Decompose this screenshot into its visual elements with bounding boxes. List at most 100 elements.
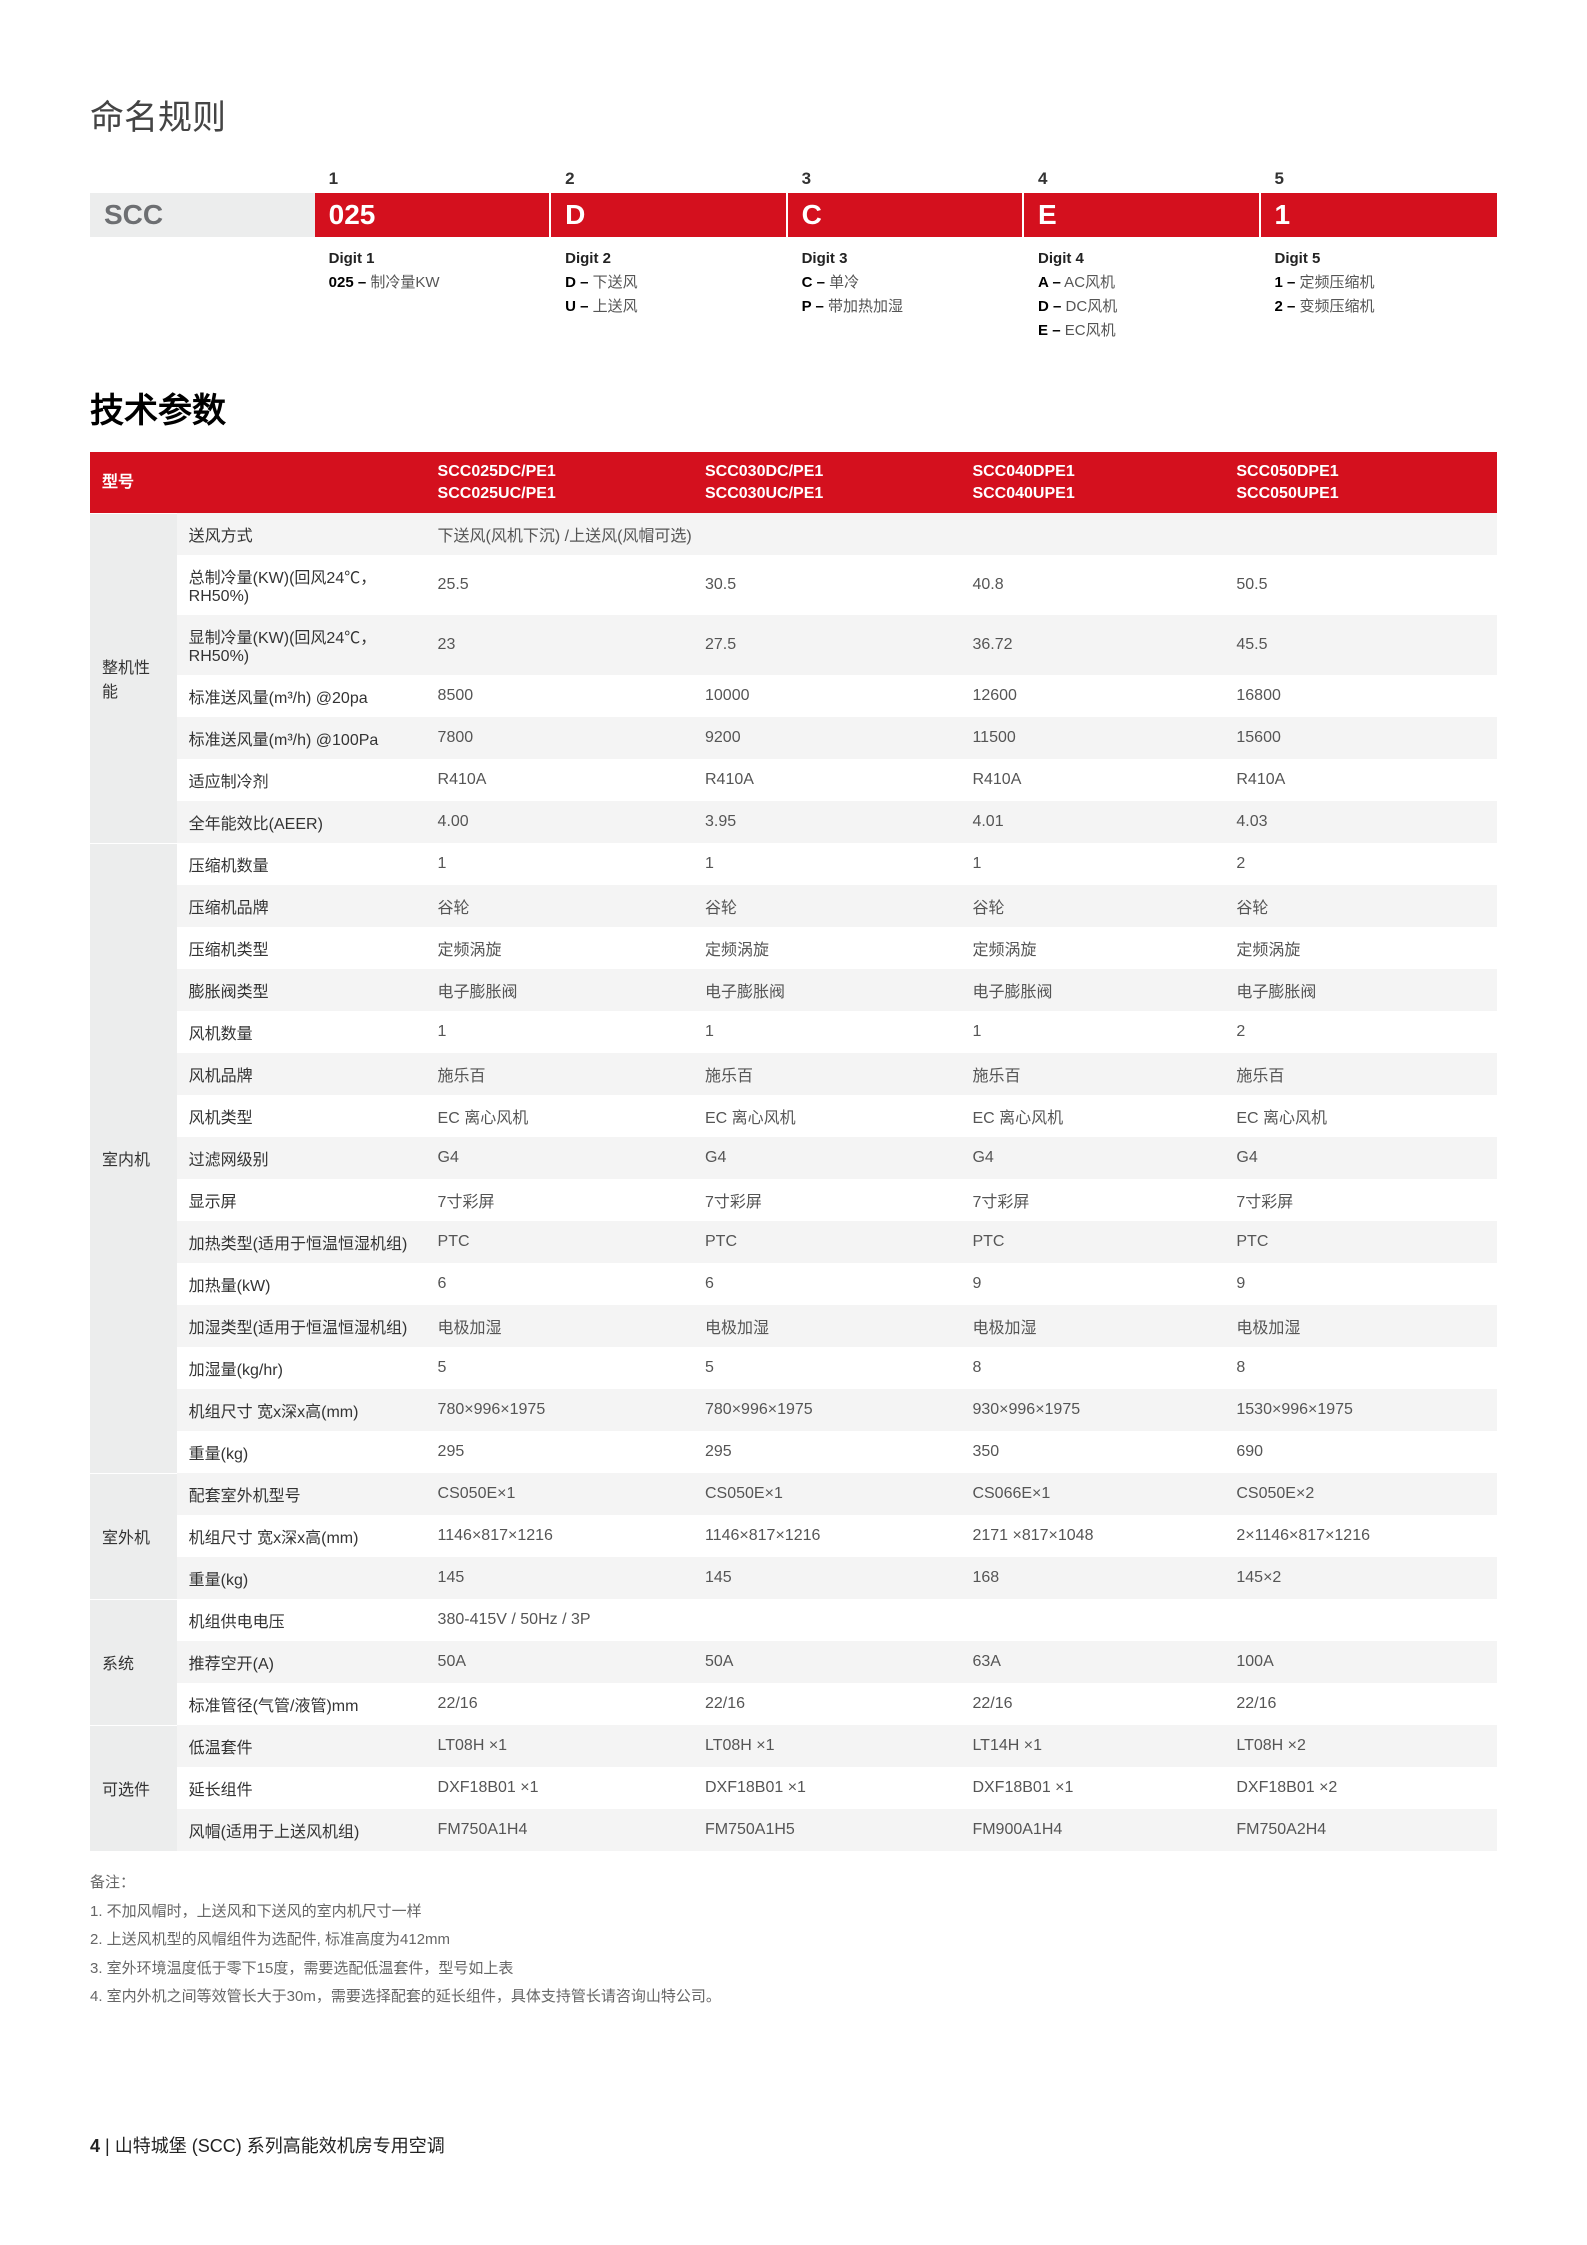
spec-row-label: 加热量(kW): [177, 1263, 426, 1305]
digit-line-bold: E –: [1038, 322, 1061, 339]
spec-cell: 7寸彩屏: [693, 1179, 960, 1221]
spec-cell: DXF18B01 ×1: [960, 1767, 1224, 1809]
spec-row-label: 风帽(适用于上送风机组): [177, 1809, 426, 1851]
table-row: 风机数量1112: [90, 1011, 1497, 1053]
digit-line-rest: EC风机: [1061, 322, 1116, 339]
digit-line-rest: DC风机: [1061, 298, 1117, 315]
spec-table: 型号 SCC025DC/PE1 SCC025UC/PE1 SCC030DC/PE…: [90, 452, 1497, 1851]
spec-cell: 9: [960, 1263, 1224, 1305]
spec-cell: 电极加湿: [1224, 1305, 1497, 1347]
spec-cell: 1: [693, 843, 960, 885]
spec-cell: 295: [426, 1431, 693, 1473]
spec-cell: 1: [960, 1011, 1224, 1053]
spec-category: 系统: [90, 1599, 177, 1725]
spec-cell: 22/16: [426, 1683, 693, 1725]
table-row: 重量(kg)145145168145×2: [90, 1557, 1497, 1599]
naming-title: 命名规则: [90, 90, 1497, 139]
spec-cell: 1: [426, 1011, 693, 1053]
naming-band-4: E: [1024, 193, 1260, 237]
spec-cell: R410A: [426, 759, 693, 801]
spec-cell: 谷轮: [960, 885, 1224, 927]
footer-text: 山特城堡 (SCC) 系列高能效机房专用空调: [115, 2136, 445, 2156]
spec-cell: G4: [426, 1137, 693, 1179]
naming-col-4: 4 E Digit 4 A – AC风机 D – DC风机 E – EC风机: [1024, 169, 1260, 343]
spec-cell: EC 离心风机: [960, 1095, 1224, 1137]
spec-category: 室外机: [90, 1473, 177, 1599]
spec-cell: 电极加湿: [693, 1305, 960, 1347]
spec-cell: 定频涡旋: [960, 927, 1224, 969]
spec-cell: LT08H ×1: [693, 1725, 960, 1767]
spec-cell: 定频涡旋: [426, 927, 693, 969]
spec-cell: 15600: [1224, 717, 1497, 759]
naming-num-5: 5: [1261, 169, 1497, 193]
spec-cell: 27.5: [693, 615, 960, 675]
table-row: 机组尺寸 宽x深x高(mm)780×996×1975780×996×197593…: [90, 1389, 1497, 1431]
table-row: 过滤网级别G4G4G4G4: [90, 1137, 1497, 1179]
table-row: 加热类型(适用于恒温恒湿机组)PTCPTCPTCPTC: [90, 1221, 1497, 1263]
digit-label-1: Digit 1: [329, 247, 537, 271]
digit-label-2: Digit 2: [565, 247, 773, 271]
spec-cell: 22/16: [960, 1683, 1224, 1725]
digit-line-bold: D –: [1038, 298, 1061, 315]
spec-cell: FM750A2H4: [1224, 1809, 1497, 1851]
spec-cell: 下送风(风机下沉) /上送风(风帽可选): [426, 513, 1497, 555]
naming-num-1: 1: [315, 169, 551, 193]
spec-cell: 7寸彩屏: [426, 1179, 693, 1221]
spec-row-label: 机组尺寸 宽x深x高(mm): [177, 1389, 426, 1431]
spec-cell: 电极加湿: [960, 1305, 1224, 1347]
spec-cell: 380-415V / 50Hz / 3P: [426, 1599, 1497, 1641]
spec-cell: 施乐百: [693, 1053, 960, 1095]
spec-cell: FM750A1H5: [693, 1809, 960, 1851]
table-row: 显制冷量(KW)(回风24℃，RH50%)2327.536.7245.5: [90, 615, 1497, 675]
digit-line-4-1: D – DC风机: [1038, 295, 1246, 319]
table-row: 压缩机类型定频涡旋定频涡旋定频涡旋定频涡旋: [90, 927, 1497, 969]
spec-cell: 9200: [693, 717, 960, 759]
spec-cell: 施乐百: [426, 1053, 693, 1095]
table-row: 标准送风量(m³/h) @100Pa780092001150015600: [90, 717, 1497, 759]
spec-cell: 谷轮: [426, 885, 693, 927]
spec-cell: CS066E×1: [960, 1473, 1224, 1515]
spec-cell: EC 离心风机: [693, 1095, 960, 1137]
notes-item-0: 1. 不加风帽时，上送风和下送风的室内机尺寸一样: [90, 1898, 1497, 1927]
spec-cell: PTC: [1224, 1221, 1497, 1263]
spec-row-label: 重量(kg): [177, 1557, 426, 1599]
spec-row-label: 机组供电电压: [177, 1599, 426, 1641]
spec-category: 可选件: [90, 1725, 177, 1851]
spec-cell: CS050E×1: [693, 1473, 960, 1515]
spec-cell: DXF18B01 ×1: [693, 1767, 960, 1809]
spec-cell: PTC: [693, 1221, 960, 1263]
spec-cell: 168: [960, 1557, 1224, 1599]
digit-line-bold: P –: [802, 298, 824, 315]
spec-row-label: 压缩机数量: [177, 843, 426, 885]
digit-line-rest: 变频压缩机: [1295, 298, 1374, 315]
naming-sub-1: Digit 1 025 – 制冷量KW: [315, 237, 551, 295]
spec-cell: 30.5: [693, 555, 960, 615]
spec-cell: 2171 ×817×1048: [960, 1515, 1224, 1557]
spec-cell: 295: [693, 1431, 960, 1473]
digit-line-bold: D –: [565, 274, 588, 291]
spec-cell: 谷轮: [1224, 885, 1497, 927]
spec-cell: FM750A1H4: [426, 1809, 693, 1851]
naming-sub-3: Digit 3 C – 单冷 P – 带加热加湿: [788, 237, 1024, 319]
spec-cell: 电子膨胀阀: [693, 969, 960, 1011]
naming-num-4: 4: [1024, 169, 1260, 193]
spec-cell: 145: [426, 1557, 693, 1599]
page-number: 4: [90, 2136, 100, 2156]
spec-cell: EC 离心风机: [1224, 1095, 1497, 1137]
spec-cell: DXF18B01 ×1: [426, 1767, 693, 1809]
spec-cell: DXF18B01 ×2: [1224, 1767, 1497, 1809]
spec-cell: EC 离心风机: [426, 1095, 693, 1137]
table-row: 系统机组供电电压380-415V / 50Hz / 3P: [90, 1599, 1497, 1641]
spec-cell: 145×2: [1224, 1557, 1497, 1599]
spec-cell: R410A: [693, 759, 960, 801]
spec-cell: G4: [693, 1137, 960, 1179]
digit-line-bold: U –: [565, 298, 588, 315]
spec-cell: 电子膨胀阀: [1224, 969, 1497, 1011]
spec-cell: 1146×817×1216: [426, 1515, 693, 1557]
naming-prefix-col: SCC: [90, 169, 315, 343]
naming-prefix-num: [90, 169, 315, 193]
digit-label-4: Digit 4: [1038, 247, 1246, 271]
notes: 备注： 1. 不加风帽时，上送风和下送风的室内机尺寸一样 2. 上送风机型的风帽…: [90, 1869, 1497, 2012]
spec-cell: 100A: [1224, 1641, 1497, 1683]
spec-cell: 16800: [1224, 675, 1497, 717]
